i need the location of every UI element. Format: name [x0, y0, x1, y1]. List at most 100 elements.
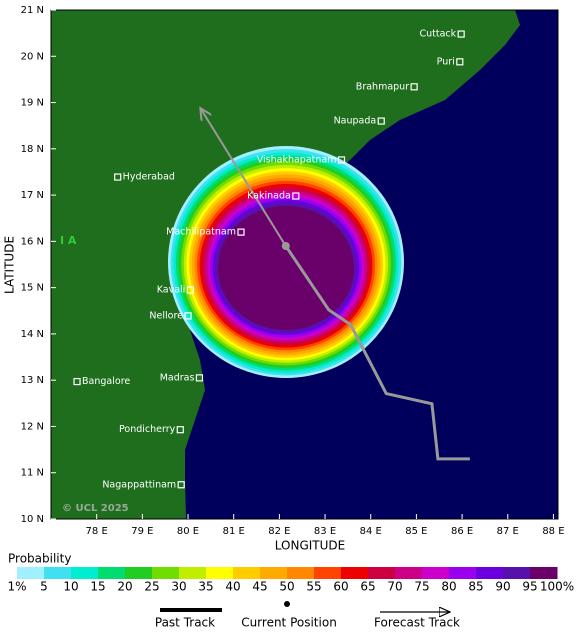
legend-swatch [314, 567, 342, 579]
current-position-key [284, 601, 290, 607]
city-marker [177, 481, 185, 489]
y-tick-label: 15 N [21, 283, 44, 294]
city-marker [114, 173, 122, 181]
city-label: Vishakhapatnam [257, 154, 337, 165]
legend-title: Probability [8, 552, 71, 566]
legend-swatch [98, 567, 126, 579]
legend-swatch [287, 567, 315, 579]
legend-level-label: 30 [171, 580, 186, 594]
map-area: Cuttack Puri Brahmapur Naupada Vishakhapatna… [51, 10, 558, 519]
city-label: Madras [160, 372, 195, 383]
legend-label: Current Position [241, 616, 337, 630]
legend-swatch [422, 567, 450, 579]
city-label: Hyderabad [123, 172, 175, 183]
city-label: Cuttack [420, 29, 457, 40]
city-marker [457, 30, 465, 38]
city-marker [73, 377, 81, 386]
legend-level-label: 25 [144, 580, 159, 594]
x-tick-label: 83 E [314, 526, 336, 537]
legend-level-label: 45 [252, 580, 267, 594]
city-label: Kavali [157, 284, 186, 295]
city-marker [237, 228, 245, 236]
city-marker [377, 117, 385, 125]
legend-level-label: 95 [522, 580, 537, 594]
city-label: Nellore [149, 310, 183, 321]
y-tick-label: 19 N [21, 98, 44, 109]
legend-swatch [530, 567, 558, 579]
city-marker [195, 374, 204, 382]
city-label: Bangalore [82, 376, 130, 387]
x-tick-label: 82 E [268, 526, 290, 537]
x-tick-label: 85 E [405, 526, 427, 537]
x-tick-label: 88 E [542, 526, 564, 537]
y-tick-label: 18 N [21, 144, 44, 155]
legend-level-label: 70 [387, 580, 402, 594]
copyright: © UCL 2025 [62, 503, 129, 514]
legend-swatch [152, 567, 180, 579]
x-tick-label: 78 E [86, 526, 108, 537]
city-label: Kakinada [247, 191, 291, 202]
legend-level-label: 5 [40, 580, 48, 594]
legend-label: Forecast Track [374, 616, 460, 630]
legend-swatch [476, 567, 504, 579]
city-marker [184, 312, 192, 320]
legend-level-label: 75 [414, 580, 429, 594]
legend-swatch [233, 567, 261, 579]
legend-level-label: 90 [495, 580, 510, 594]
legend-swatch [125, 567, 153, 579]
legend-swatch [71, 567, 99, 579]
city-label: Puri [437, 56, 455, 67]
x-tick-label: 80 E [177, 526, 199, 537]
city-marker [337, 156, 346, 164]
legend-swatch [17, 567, 45, 579]
legend-level-label: 50 [279, 580, 294, 594]
y-tick-label: 16 N [21, 236, 44, 247]
city-label: Brahmapur [356, 81, 409, 92]
legend-swatch [44, 567, 72, 579]
y-tick-label: 10 N [21, 514, 44, 525]
city-label: Nagappattinam [102, 479, 176, 490]
legend-level-label: 40 [225, 580, 240, 594]
city-label: Machilipatnam [166, 227, 236, 238]
y-axis-title: LATITUDE [3, 236, 17, 294]
y-tick-label: 12 N [21, 421, 44, 432]
x-tick-label: 87 E [497, 526, 519, 537]
legend-level-label: 1% [7, 580, 26, 594]
city-label: Naupada [334, 116, 377, 127]
x-tick-label: 79 E [131, 526, 153, 537]
legend-level-label: 85 [468, 580, 483, 594]
city-marker [456, 58, 464, 66]
y-tick-label: 11 N [21, 468, 44, 479]
legend-level-label: 10 [63, 580, 78, 594]
legend-swatch [395, 567, 423, 579]
x-axis-title: LONGITUDE [275, 539, 345, 553]
legend-level-label: 65 [360, 580, 375, 594]
legend-swatch [368, 567, 396, 579]
legend-swatch [260, 567, 288, 579]
x-tick-label: 84 E [360, 526, 382, 537]
y-tick-label: 21 N [21, 5, 44, 16]
legend-swatch [341, 567, 369, 579]
legend-level-label: 55 [306, 580, 321, 594]
legend-level-label: 100% [540, 580, 574, 594]
city-marker [292, 192, 300, 200]
x-tick-label: 81 E [223, 526, 245, 537]
city-marker [410, 83, 418, 91]
legend-swatch [503, 567, 531, 579]
past-track [284, 245, 470, 461]
city-label: Pondicherry [119, 424, 176, 435]
x-tick-label: 86 E [451, 526, 473, 537]
city-marker [186, 286, 194, 294]
region-label: I A [60, 234, 77, 247]
y-tick-label: 20 N [21, 51, 44, 62]
legend-level-label: 20 [117, 580, 132, 594]
city-marker [176, 426, 184, 434]
legend-level-label: 60 [333, 580, 348, 594]
legend-swatch [179, 567, 207, 579]
legend-label: Past Track [155, 616, 215, 630]
forecast-track [200, 108, 287, 247]
legend-level-label: 15 [90, 580, 105, 594]
legend-swatch [449, 567, 477, 579]
map-frame [50, 9, 559, 520]
